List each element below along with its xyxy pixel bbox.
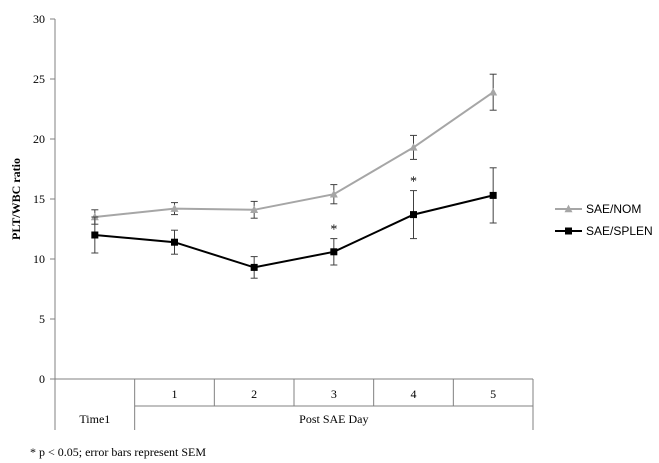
series-line bbox=[94, 194, 494, 269]
y-tick-label: 0 bbox=[39, 372, 45, 386]
footnote: * p < 0.05; error bars represent SEM bbox=[30, 445, 207, 459]
x-tick-label: Time1 bbox=[79, 412, 110, 426]
data-point bbox=[409, 143, 418, 151]
series-line bbox=[94, 91, 494, 218]
axes: 0 5 10 15 20 25 30 Time1 1 2 3 4 5 bbox=[33, 12, 534, 430]
data-point bbox=[329, 189, 338, 198]
y-tick-label: 20 bbox=[33, 132, 45, 146]
legend: SAE/NOM SAE/SPLEN bbox=[555, 202, 653, 238]
data-point bbox=[489, 191, 497, 199]
y-tick-label: 10 bbox=[33, 252, 45, 266]
data-point bbox=[250, 205, 259, 214]
x-group-label: Post SAE Day bbox=[299, 412, 368, 426]
data-point bbox=[250, 263, 258, 271]
data-point bbox=[170, 204, 179, 212]
legend-item: SAE/SPLEN bbox=[555, 224, 653, 238]
legend-label: SAE/SPLEN bbox=[586, 224, 653, 238]
data-point bbox=[410, 211, 417, 219]
legend-swatch-marker bbox=[565, 227, 572, 235]
y-tick-label: 5 bbox=[39, 312, 45, 326]
x-tick-label: 5 bbox=[490, 387, 496, 401]
x-tick-label: 1 bbox=[172, 387, 178, 401]
data-point bbox=[330, 248, 338, 256]
data-point bbox=[171, 238, 178, 246]
legend-swatch-marker bbox=[564, 204, 573, 213]
y-tick-label: 15 bbox=[33, 192, 45, 206]
data-point bbox=[90, 212, 99, 221]
data-point bbox=[489, 87, 498, 96]
x-tick-label: 4 bbox=[411, 387, 417, 401]
legend-item: SAE/NOM bbox=[555, 202, 641, 216]
legend-label: SAE/NOM bbox=[586, 202, 641, 216]
series-sae-nom bbox=[90, 73, 498, 225]
series-sae-splen bbox=[91, 167, 497, 279]
y-tick-label: 25 bbox=[33, 72, 45, 86]
y-tick-label: 30 bbox=[33, 12, 45, 26]
data-point bbox=[91, 231, 99, 239]
significance-marker: * bbox=[330, 222, 337, 237]
series-layer: ** bbox=[90, 73, 498, 279]
significance-marker: * bbox=[410, 174, 417, 189]
y-axis-label: PLT/WBC ratio bbox=[9, 158, 23, 240]
x-tick-label: 3 bbox=[331, 387, 337, 401]
x-tick-label: 2 bbox=[251, 387, 257, 401]
